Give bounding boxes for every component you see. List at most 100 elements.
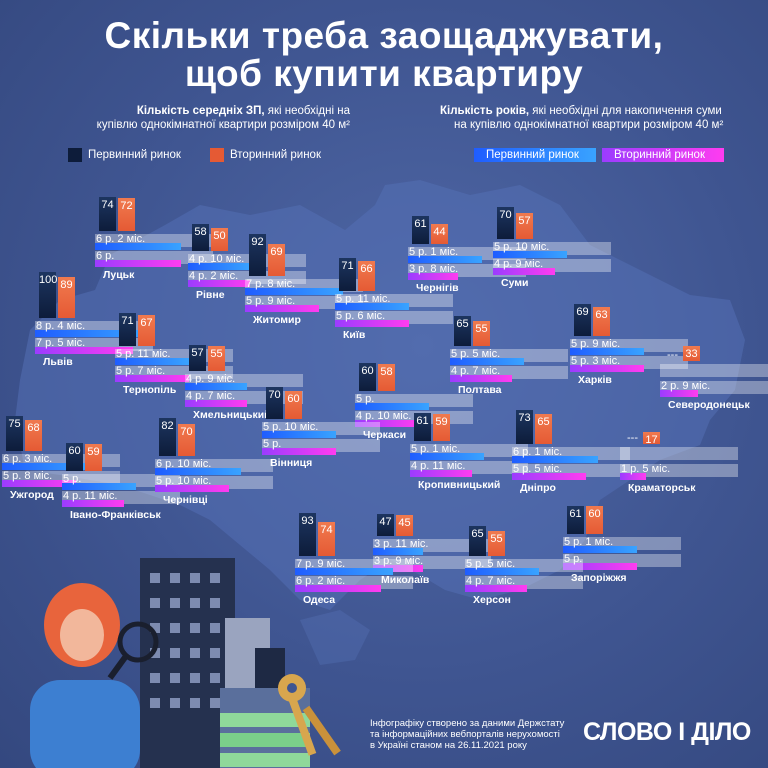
city-name: Одеса [303, 594, 336, 606]
secondary-years-bar [115, 375, 189, 382]
secondary-salary-bar: 74 [318, 522, 335, 556]
secondary-salary-bar: 58 [378, 364, 395, 391]
primary-years-bar [408, 256, 482, 263]
secondary-years-bar [185, 400, 247, 407]
primary-years-bar [62, 483, 136, 490]
primary-years-label: 5 р. 5 міс. [466, 558, 516, 570]
city-name: Ужгород [10, 489, 54, 501]
primary-salary-bar: 61 [414, 413, 431, 441]
city-name: Житомир [253, 314, 301, 326]
primary-years-label: 3 р. 11 міс. [374, 538, 429, 550]
keys-icon [278, 674, 341, 756]
primary-years-label: 8 р. 4 міс. [36, 320, 86, 332]
secondary-years-label: 3 р. 8 міс. [409, 263, 459, 275]
city-block: --- 33 2 р. 9 міс. Северодонецьк [660, 315, 768, 411]
secondary-salary-bar: 60 [586, 506, 603, 534]
secondary-years-bar [465, 585, 527, 592]
footer-note-line-3: в Україні станом на 26.11.2021 року [370, 740, 527, 751]
secondary-salary-bar: 63 [593, 307, 610, 336]
primary-years-bar [355, 403, 429, 410]
primary-salary-bar: 58 [192, 224, 209, 251]
years-row-background [620, 464, 738, 477]
primary-years-bar [115, 358, 189, 365]
secondary-years-label: 1 р. 5 міс. [621, 463, 671, 475]
secondary-years-bar [450, 375, 512, 382]
primary-years-label: 4 р. 9 міс. [186, 373, 236, 385]
secondary-salary-bar: 45 [396, 515, 413, 536]
city-block: 61 60 5 р. 1 міс. 5 р. Запоріжжя [563, 488, 683, 584]
secondary-years-label: 4 р. 7 міс. [466, 575, 516, 587]
secondary-years-bar [95, 260, 181, 267]
legend-left-bold: Кількість середніх ЗП, [136, 105, 265, 117]
title-line-1: Скільки треба заощаджувати, [104, 15, 664, 56]
primary-years-label: 6 р. 3 міс. [3, 453, 53, 465]
primary-years-bar [95, 243, 181, 250]
secondary-years-bar [188, 280, 250, 287]
buildings-illustration [140, 558, 310, 768]
legend-left-line2: купівлю однокімнатної квартири розміром … [96, 119, 350, 131]
primary-years-bar [450, 358, 524, 365]
primary-years-label: 5 р. 10 міс. [494, 241, 550, 253]
secondary-years-bar [262, 448, 336, 455]
city-name: Черкаси [363, 429, 407, 441]
secondary-years-label: 5 р. 3 міс. [571, 355, 621, 367]
primary-salary-bar: 73 [516, 410, 533, 444]
secondary-years-bar [410, 470, 472, 477]
secondary-salary-bar: 66 [358, 261, 375, 291]
secondary-years-label: 5 р. [263, 438, 282, 450]
secondary-years-label: 5 р. 7 міс. [116, 365, 166, 377]
city-name: Краматорськ [628, 482, 696, 494]
primary-years-label: 7 р. 9 міс. [296, 558, 346, 570]
primary-salary-bar: 100 [39, 272, 57, 318]
primary-years-bar [295, 568, 393, 575]
primary-salary-bar: --- [627, 432, 638, 444]
primary-years-bar [35, 330, 145, 337]
city-name: Херсон [473, 594, 511, 606]
woman-with-magnifier-illustration [30, 583, 159, 768]
logo: СЛОВО І ДІЛО [583, 718, 751, 746]
secondary-years-bar [563, 563, 637, 570]
city-name: Тернопіль [123, 384, 177, 396]
primary-salary-bar: 70 [497, 207, 514, 239]
primary-years-label: 5 р. 10 міс. [263, 421, 319, 433]
secondary-years-label: 2 р. 9 міс. [661, 380, 711, 392]
secondary-salary-bar: 50 [211, 228, 228, 251]
primary-salary-bar: 92 [249, 234, 266, 276]
legend-right-bold: Кількість років, [440, 105, 530, 117]
legend-secondary-label: Вторинний ринок [230, 149, 321, 161]
secondary-years-bar [245, 305, 319, 312]
primary-salary-bar: 61 [412, 216, 429, 244]
primary-salary-bar: 75 [6, 416, 23, 451]
secondary-salary-bar: 17 [643, 432, 660, 446]
primary-years-label: 6 р. 10 міс. [156, 458, 212, 470]
footer-note-line-2: та інформаційних вебпорталів нерухомості [370, 729, 560, 740]
primary-years-bar [493, 251, 567, 258]
city-name: Суми [501, 277, 529, 289]
secondary-years-label: 4 р. 10 міс. [356, 410, 412, 422]
secondary-years-label: 6 р. [96, 250, 115, 262]
years-row-background [660, 364, 768, 377]
secondary-years-bar [35, 347, 133, 354]
secondary-years-label: 5 р. 8 міс. [3, 470, 53, 482]
secondary-salary-bar: 55 [473, 321, 490, 346]
city-block: 92 69 7 р. 8 міс. 5 р. 9 міс. Житомир [245, 230, 365, 326]
city-block: 82 70 6 р. 10 міс. 5 р. 10 міс. Чернівці [155, 410, 275, 506]
secondary-years-label: 5 р. [564, 553, 583, 565]
primary-salary-bar: 93 [299, 513, 316, 556]
primary-years-label: 4 р. 10 міс. [189, 253, 245, 265]
secondary-years-bar [355, 420, 417, 427]
legend-secondary-swatch [210, 148, 224, 162]
city-name: Львів [43, 356, 73, 368]
secondary-years-bar [493, 268, 555, 275]
legend-right-rest: які необхідні для накопичення суми [529, 105, 722, 117]
city-block: 73 65 6 р. 1 міс. 5 р. 5 міс. Дніпро [512, 398, 632, 494]
primary-years-bar [335, 303, 409, 310]
primary-salary-bar: 47 [377, 514, 394, 536]
city-block: 61 59 5 р. 1 міс. 4 р. 11 міс. Кропивницький [410, 395, 530, 491]
secondary-years-label: 5 р. 10 міс. [156, 475, 212, 487]
secondary-salary-bar: 55 [488, 531, 505, 556]
primary-years-bar [563, 546, 637, 553]
city-block: 65 55 5 р. 5 міс. 4 р. 7 міс. Херсон [465, 510, 585, 606]
primary-salary-bar: 60 [66, 443, 83, 471]
primary-years-bar [410, 453, 484, 460]
